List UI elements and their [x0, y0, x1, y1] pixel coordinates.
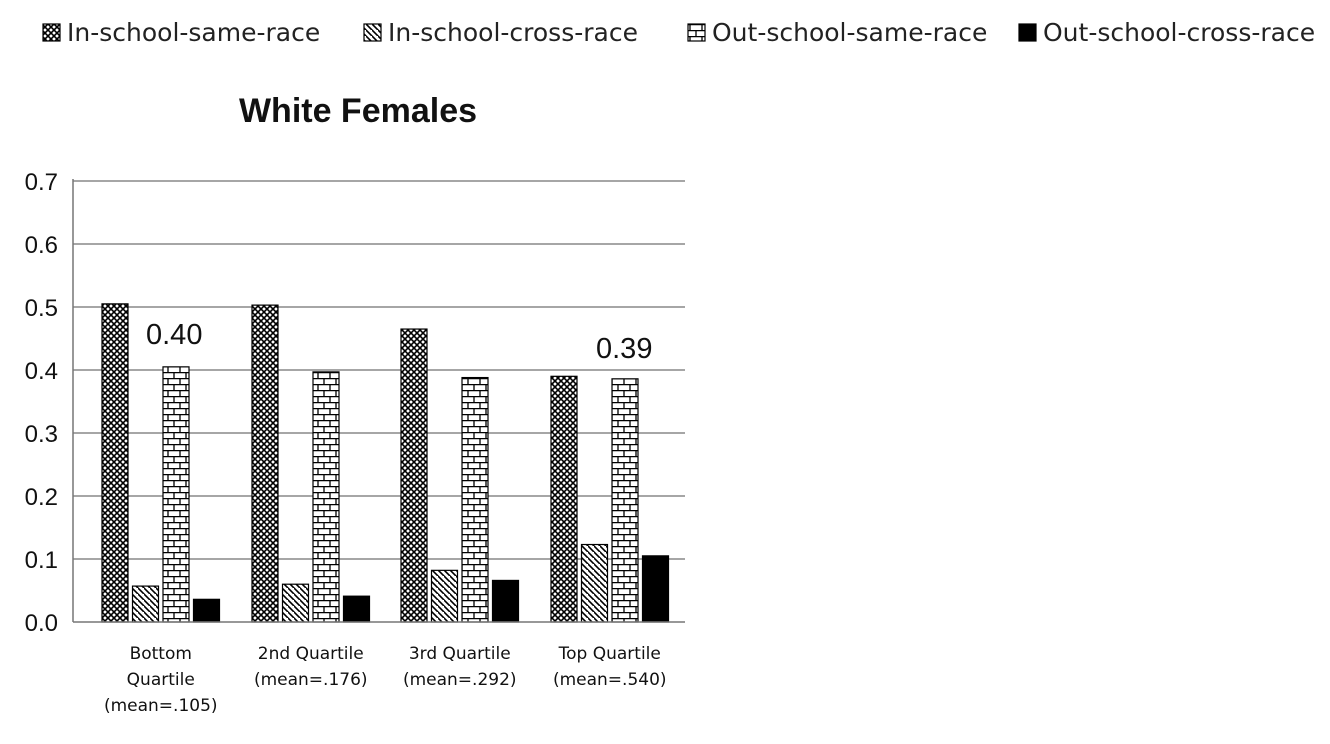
- chart-title: White Females: [239, 92, 477, 130]
- bar-in-school-cross-race-2: [281, 583, 310, 623]
- bar-out-school-cross-race-4: [641, 555, 670, 623]
- legend-label-in-school-same-race: In-school-same-race: [67, 18, 320, 47]
- legend-swatch-out-school-cross-race: [1018, 23, 1037, 42]
- bars: [101, 303, 670, 623]
- y-tick-label: 0.3: [25, 421, 58, 448]
- legend-swatch-in-school-cross-race: [363, 23, 382, 42]
- y-tick-label: 0.4: [25, 358, 58, 385]
- annotation-label: 0.40: [146, 319, 202, 351]
- y-axis-ticks: 0.0 0.1 0.2 0.3 0.4 0.5 0.6 0.7: [25, 169, 58, 637]
- legend: In-school-same-race In-school-cross-race O…: [42, 18, 1315, 47]
- bar-out-school-cross-race-3: [491, 579, 520, 623]
- annotations: 0.40 0.39: [146, 319, 652, 365]
- x-tick-label: Top Quartile (mean=.540): [553, 644, 667, 690]
- legend-label-out-school-cross-race: Out-school-cross-race: [1043, 18, 1315, 47]
- bar-in-school-cross-race-3: [430, 569, 459, 623]
- y-tick-label: 0.5: [25, 295, 58, 322]
- y-tick-label: 0.0: [25, 610, 58, 637]
- bar-out-school-same-race-1: [162, 366, 190, 623]
- y-tick-label: 0.6: [25, 232, 58, 259]
- bar-in-school-cross-race-1: [131, 585, 160, 623]
- legend-swatch-in-school-same-race: [42, 23, 61, 42]
- bar-out-school-cross-race-1: [192, 598, 221, 623]
- bar-out-school-same-race-2: [312, 371, 340, 623]
- bar-out-school-cross-race-2: [342, 595, 371, 623]
- bar-out-school-same-race-4: [611, 378, 639, 623]
- x-tick-label: 2nd Quartile (mean=.176): [254, 644, 368, 690]
- y-tick-label: 0.2: [25, 484, 58, 511]
- legend-swatch-out-school-same-race: [687, 23, 706, 42]
- legend-label-out-school-same-race: Out-school-same-race: [712, 18, 987, 47]
- bar-in-school-same-race-3: [400, 328, 428, 623]
- y-tick-label: 0.7: [25, 169, 58, 196]
- axes: [72, 179, 685, 623]
- x-tick-label: Bottom Quartile (mean=.105): [104, 644, 218, 716]
- x-tick-label: 3rd Quartile (mean=.292): [403, 644, 517, 690]
- legend-label-in-school-cross-race: In-school-cross-race: [388, 18, 638, 47]
- bar-in-school-same-race-4: [550, 375, 578, 623]
- y-tick-label: 0.1: [25, 547, 58, 574]
- bar-out-school-same-race-3: [461, 376, 489, 623]
- bar-in-school-cross-race-4: [580, 543, 609, 623]
- x-axis-ticks: Bottom Quartile (mean=.105) 2nd Quartile (me…: [104, 644, 667, 716]
- annotation-label: 0.39: [596, 333, 652, 365]
- bar-in-school-same-race-1: [101, 303, 129, 623]
- bar-in-school-same-race-2: [251, 304, 279, 623]
